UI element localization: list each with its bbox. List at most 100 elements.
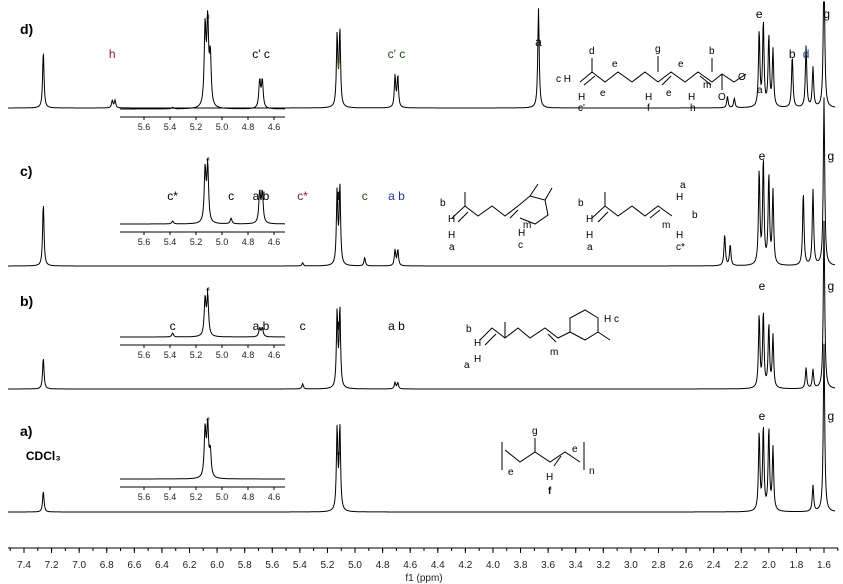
inset-tick-label: 4.6 (268, 350, 281, 360)
structure-d (579, 56, 747, 90)
peak-label: g (828, 409, 835, 423)
tick-label: 1.6 (817, 560, 831, 571)
tick-label: 2.6 (679, 560, 693, 571)
tick-label: 7.2 (45, 560, 59, 571)
tick-label: 3.6 (541, 560, 555, 571)
inset-tick-label: 5.4 (164, 492, 177, 502)
svg-text:O: O (738, 72, 746, 83)
tick-label: 2.8 (652, 560, 666, 571)
svg-text:a: a (680, 180, 686, 191)
tick-label: 4.6 (403, 560, 417, 571)
svg-text:e: e (572, 444, 578, 455)
svg-text:m: m (662, 220, 670, 231)
inset-tick-label: 4.8 (242, 492, 255, 502)
peak-label: c (300, 319, 306, 333)
tick-label: 3.8 (514, 560, 528, 571)
svg-text:m: m (550, 347, 558, 358)
inset-d: 5.6 5.4 5.2 5.0 4.8 4.6 f c' c (120, 10, 285, 132)
svg-text:H: H (676, 192, 683, 203)
inset-tick-label: 5.2 (190, 237, 203, 247)
structure-c (451, 183, 673, 225)
inset-peak-label: f (206, 13, 210, 27)
svg-text:e: e (600, 88, 606, 99)
inset-tick-label: 5.4 (164, 350, 177, 360)
inset-tick-label: 5.0 (216, 350, 229, 360)
inset-tick-label: 5.2 (190, 492, 203, 502)
svg-text:H: H (474, 354, 481, 365)
tick-label: 5.0 (348, 560, 362, 571)
peak-label: b (789, 47, 796, 61)
inset-tick-label: 4.6 (268, 492, 281, 502)
svg-text:a: a (587, 242, 593, 253)
inset-peak-label: c' c (252, 47, 270, 61)
tick-label: 6.8 (100, 560, 114, 571)
peak-label: a b (388, 189, 405, 203)
inset-peak-label: f (206, 415, 210, 429)
tick-label: 4.0 (486, 560, 500, 571)
peak-label: c* (297, 189, 308, 203)
inset-a: 5.6 5.4 5.2 5.0 4.8 4.6 f (120, 415, 285, 502)
peak-label: f (337, 189, 341, 203)
spectrum-trace (8, 1, 836, 109)
svg-text:H: H (518, 228, 525, 239)
structure-a (501, 438, 585, 470)
svg-text:c*: c* (676, 242, 685, 253)
svg-text:b: b (578, 198, 584, 209)
inset-tick-label: 5.2 (190, 122, 203, 132)
svg-text:b: b (440, 198, 446, 209)
spectrum-b: b) c f a b e g 5.6 5.4 5.2 5.0 4.8 4.6 c f a b (8, 220, 836, 390)
tick-label: 3.2 (596, 560, 610, 571)
svg-text:H: H (586, 230, 593, 241)
tick-label: 7.0 (72, 560, 86, 571)
tick-label: 6.4 (155, 560, 169, 571)
svg-text:g: g (532, 426, 538, 437)
tick-label: 6.0 (210, 560, 224, 571)
inset-tick-label: 4.6 (268, 122, 281, 132)
tick-label: 3.4 (569, 560, 583, 571)
svg-text:O: O (718, 92, 726, 103)
tick-label: 4.2 (458, 560, 472, 571)
inset-tick-label: 5.6 (138, 350, 151, 360)
peak-label: f (337, 319, 341, 333)
tick-label: 5.6 (265, 560, 279, 571)
panel-label: b) (20, 293, 33, 309)
svg-text:f: f (548, 486, 552, 497)
svg-text:a: a (757, 85, 763, 96)
svg-text:H: H (448, 230, 455, 241)
tick-label: 5.8 (238, 560, 252, 571)
svg-text:a: a (464, 360, 470, 371)
svg-text:H: H (448, 214, 455, 225)
tick-label: 5.2 (320, 560, 334, 571)
inset-tick-label: 5.0 (216, 122, 229, 132)
svg-text:e: e (508, 467, 514, 478)
svg-text:H: H (586, 214, 593, 225)
inset-tick-label: 4.6 (268, 237, 281, 247)
x-axis: 7.4 7.2 7.0 6.8 6.6 6.4 6.2 6.0 5.8 5.6 5.4 5.2 5.0 4… (8, 547, 839, 571)
svg-text:H: H (546, 472, 553, 483)
svg-text:b: b (466, 324, 472, 335)
structure-b (479, 309, 611, 346)
peak-label: f (337, 57, 341, 71)
peak-label: h (109, 47, 116, 61)
inset-tick-label: 4.8 (242, 122, 255, 132)
inset-tick-label: 5.6 (138, 122, 151, 132)
inset-tick-label: 5.4 (164, 122, 177, 132)
inset-tick-label: 5.2 (190, 350, 203, 360)
inset-tick-label: 5.6 (138, 492, 151, 502)
peak-label: d (803, 47, 810, 61)
svg-text:e: e (666, 88, 672, 99)
tick-label: 2.4 (707, 560, 721, 571)
tick-label: 7.4 (17, 560, 31, 571)
inset-tick-label: 5.4 (164, 237, 177, 247)
inset-trace (120, 161, 285, 225)
inset-peak-label: a b (253, 319, 270, 333)
svg-text:h: h (690, 103, 696, 114)
spectrum-c: c) c* f c a b e g 5.6 5.4 5.2 5.0 4.8 4.6 c* f c a b (8, 97, 836, 267)
svg-text:e: e (612, 59, 618, 70)
peak-label: e (759, 409, 766, 423)
svg-text:d: d (589, 46, 595, 57)
